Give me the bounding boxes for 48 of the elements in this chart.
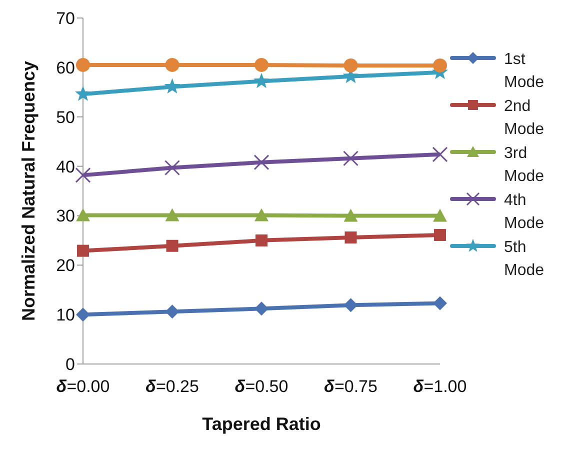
x-tick-label: δ=0.50 [234,377,288,396]
point [254,208,268,222]
point [76,208,90,222]
point [75,86,91,101]
x-tick-label: δ=0.75 [324,377,378,396]
point [254,72,270,88]
point [254,154,270,170]
legend-label: 2nd Mode [504,97,546,140]
y-tick-label: 30 [56,206,75,226]
legend-label: 1st Mode [504,50,546,93]
point [433,296,447,310]
point [433,208,447,222]
point [256,234,268,246]
point [166,240,178,252]
y-tick-label: 60 [56,58,75,78]
point [76,58,90,72]
y-tick-label: 70 [56,9,75,28]
point [433,58,447,72]
point [165,208,180,222]
point [343,150,358,166]
x-tick-label: δ=1.00 [413,377,467,396]
point [434,228,446,241]
point [164,160,180,176]
point [344,298,358,312]
point [76,308,90,322]
y-tick-label: 10 [56,306,75,325]
legend-label: 4th Mode [504,191,546,234]
point [75,167,91,183]
legend-label: 3rd Mode [504,144,546,187]
point [344,231,357,244]
point [165,58,180,72]
point [77,244,89,257]
x-tick-label: δ=0.00 [56,377,110,396]
y-tick-label: 50 [56,108,75,127]
point [254,302,268,316]
y-tick-label: 0 [66,355,75,374]
point [254,58,268,72]
x-axis-title: Tapered Ratio [202,414,321,434]
legend-label: 5th Mode [504,238,546,281]
y-axis-title: Normalized Natural Frequency [18,60,38,321]
y-tick-label: 40 [56,157,75,176]
point [344,58,358,72]
point [165,304,180,319]
point [344,208,358,222]
x-tick-label: δ=0.25 [146,377,199,396]
point [432,146,448,162]
y-tick-label: 20 [56,256,75,276]
point [164,78,180,94]
